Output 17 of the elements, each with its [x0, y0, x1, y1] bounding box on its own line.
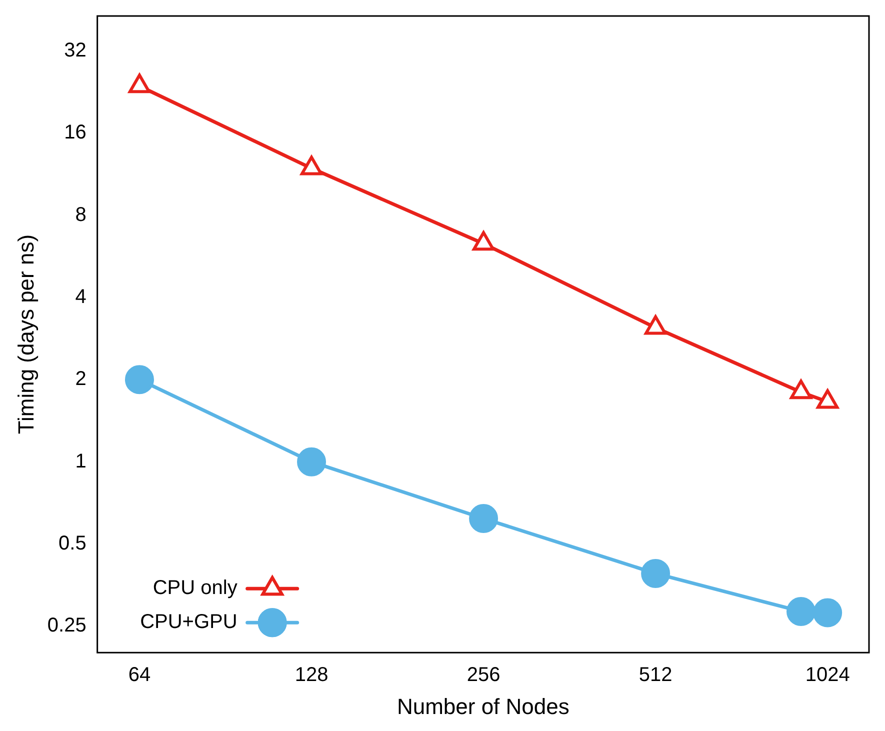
- y-tick-label: 1: [75, 450, 86, 472]
- y-tick-label: 2: [75, 368, 86, 390]
- y-tick-label: 32: [64, 40, 86, 62]
- x-tick-label: 512: [638, 664, 672, 686]
- y-tick-label: 4: [75, 286, 86, 308]
- y-tick-label: 0.25: [47, 614, 86, 637]
- legend-label: CPU+GPU: [140, 611, 238, 634]
- x-tick-label: 256: [466, 664, 500, 686]
- x-tick-label: 1024: [805, 664, 850, 686]
- y-axis-title: Timing (days per ns): [13, 234, 38, 434]
- x-tick-label: 64: [128, 664, 151, 686]
- y-tick-label: 16: [64, 122, 86, 144]
- y-tick-label: 8: [75, 204, 86, 226]
- y-tick-label: 0.5: [58, 532, 86, 555]
- x-axis-title: Number of Nodes: [396, 694, 570, 719]
- x-tick-label: 128: [294, 664, 328, 686]
- legend-label: CPU only: [152, 577, 238, 600]
